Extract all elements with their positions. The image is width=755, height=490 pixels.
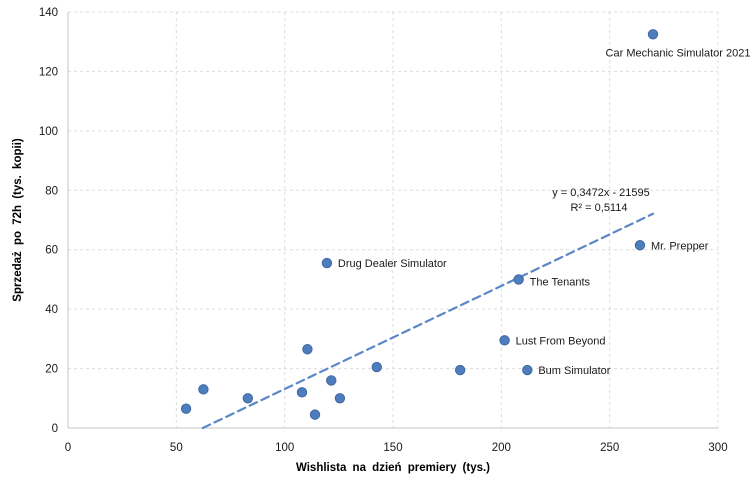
trendline-equation: y = 0,3472x - 21595 xyxy=(552,187,650,199)
y-tick-label: 100 xyxy=(39,126,58,138)
point-labels-group: Drug Dealer Simulator Lust From Beyond The… xyxy=(338,47,751,377)
x-tick-label: 300 xyxy=(708,442,727,454)
y-axis-title: Sprzedaż po 72h (tys. kopii) xyxy=(12,138,24,302)
data-point-label: Lust From Beyond xyxy=(516,335,606,347)
data-point xyxy=(326,375,337,386)
trendline-group xyxy=(201,212,655,430)
data-point xyxy=(513,274,524,285)
data-point-label: Bum Simulator xyxy=(538,365,610,377)
y-tick-label: 40 xyxy=(45,304,58,316)
gridlines-group xyxy=(68,11,719,428)
x-tick-label: 150 xyxy=(383,442,402,454)
data-point xyxy=(334,393,346,404)
data-point xyxy=(454,364,466,376)
data-point-label: Car Mechanic Simulator 2021 xyxy=(606,47,751,59)
y-tick-label: 0 xyxy=(52,423,58,435)
data-point xyxy=(296,387,308,398)
data-point xyxy=(242,393,254,404)
data-point xyxy=(499,335,510,346)
data-point-label: Mr. Prepper xyxy=(651,240,709,252)
data-point-label: The Tenants xyxy=(530,276,591,288)
x-tick-label: 50 xyxy=(170,442,183,454)
data-point xyxy=(180,403,192,414)
data-point xyxy=(371,361,382,373)
x-tick-label: 0 xyxy=(65,442,71,454)
data-point xyxy=(321,257,333,269)
data-point xyxy=(309,409,321,420)
x-tick-label: 200 xyxy=(492,442,511,454)
x-tick-label: 250 xyxy=(600,442,619,454)
y-tick-label: 140 xyxy=(39,7,58,19)
axis-lines-group xyxy=(67,12,718,429)
data-point xyxy=(198,384,209,395)
trendline xyxy=(201,212,655,430)
x-axis-title: Wishlista na dzień premiery (tys.) xyxy=(296,462,490,474)
data-point xyxy=(522,364,533,376)
y-tick-label: 120 xyxy=(39,66,58,78)
tick-labels-group: 0 20 40 60 80 100 120 140 0 50 100 150 200 250 300 xyxy=(39,7,728,454)
y-tick-label: 80 xyxy=(45,185,58,197)
points-group xyxy=(180,29,659,420)
data-point xyxy=(647,29,659,40)
data-point xyxy=(634,240,646,251)
data-point-label: Drug Dealer Simulator xyxy=(338,258,447,270)
trendline-r2: R² = 0,5114 xyxy=(571,202,628,214)
y-tick-label: 60 xyxy=(45,245,58,257)
data-point xyxy=(302,344,313,355)
x-tick-label: 100 xyxy=(275,442,294,454)
y-tick-label: 20 xyxy=(45,364,58,376)
